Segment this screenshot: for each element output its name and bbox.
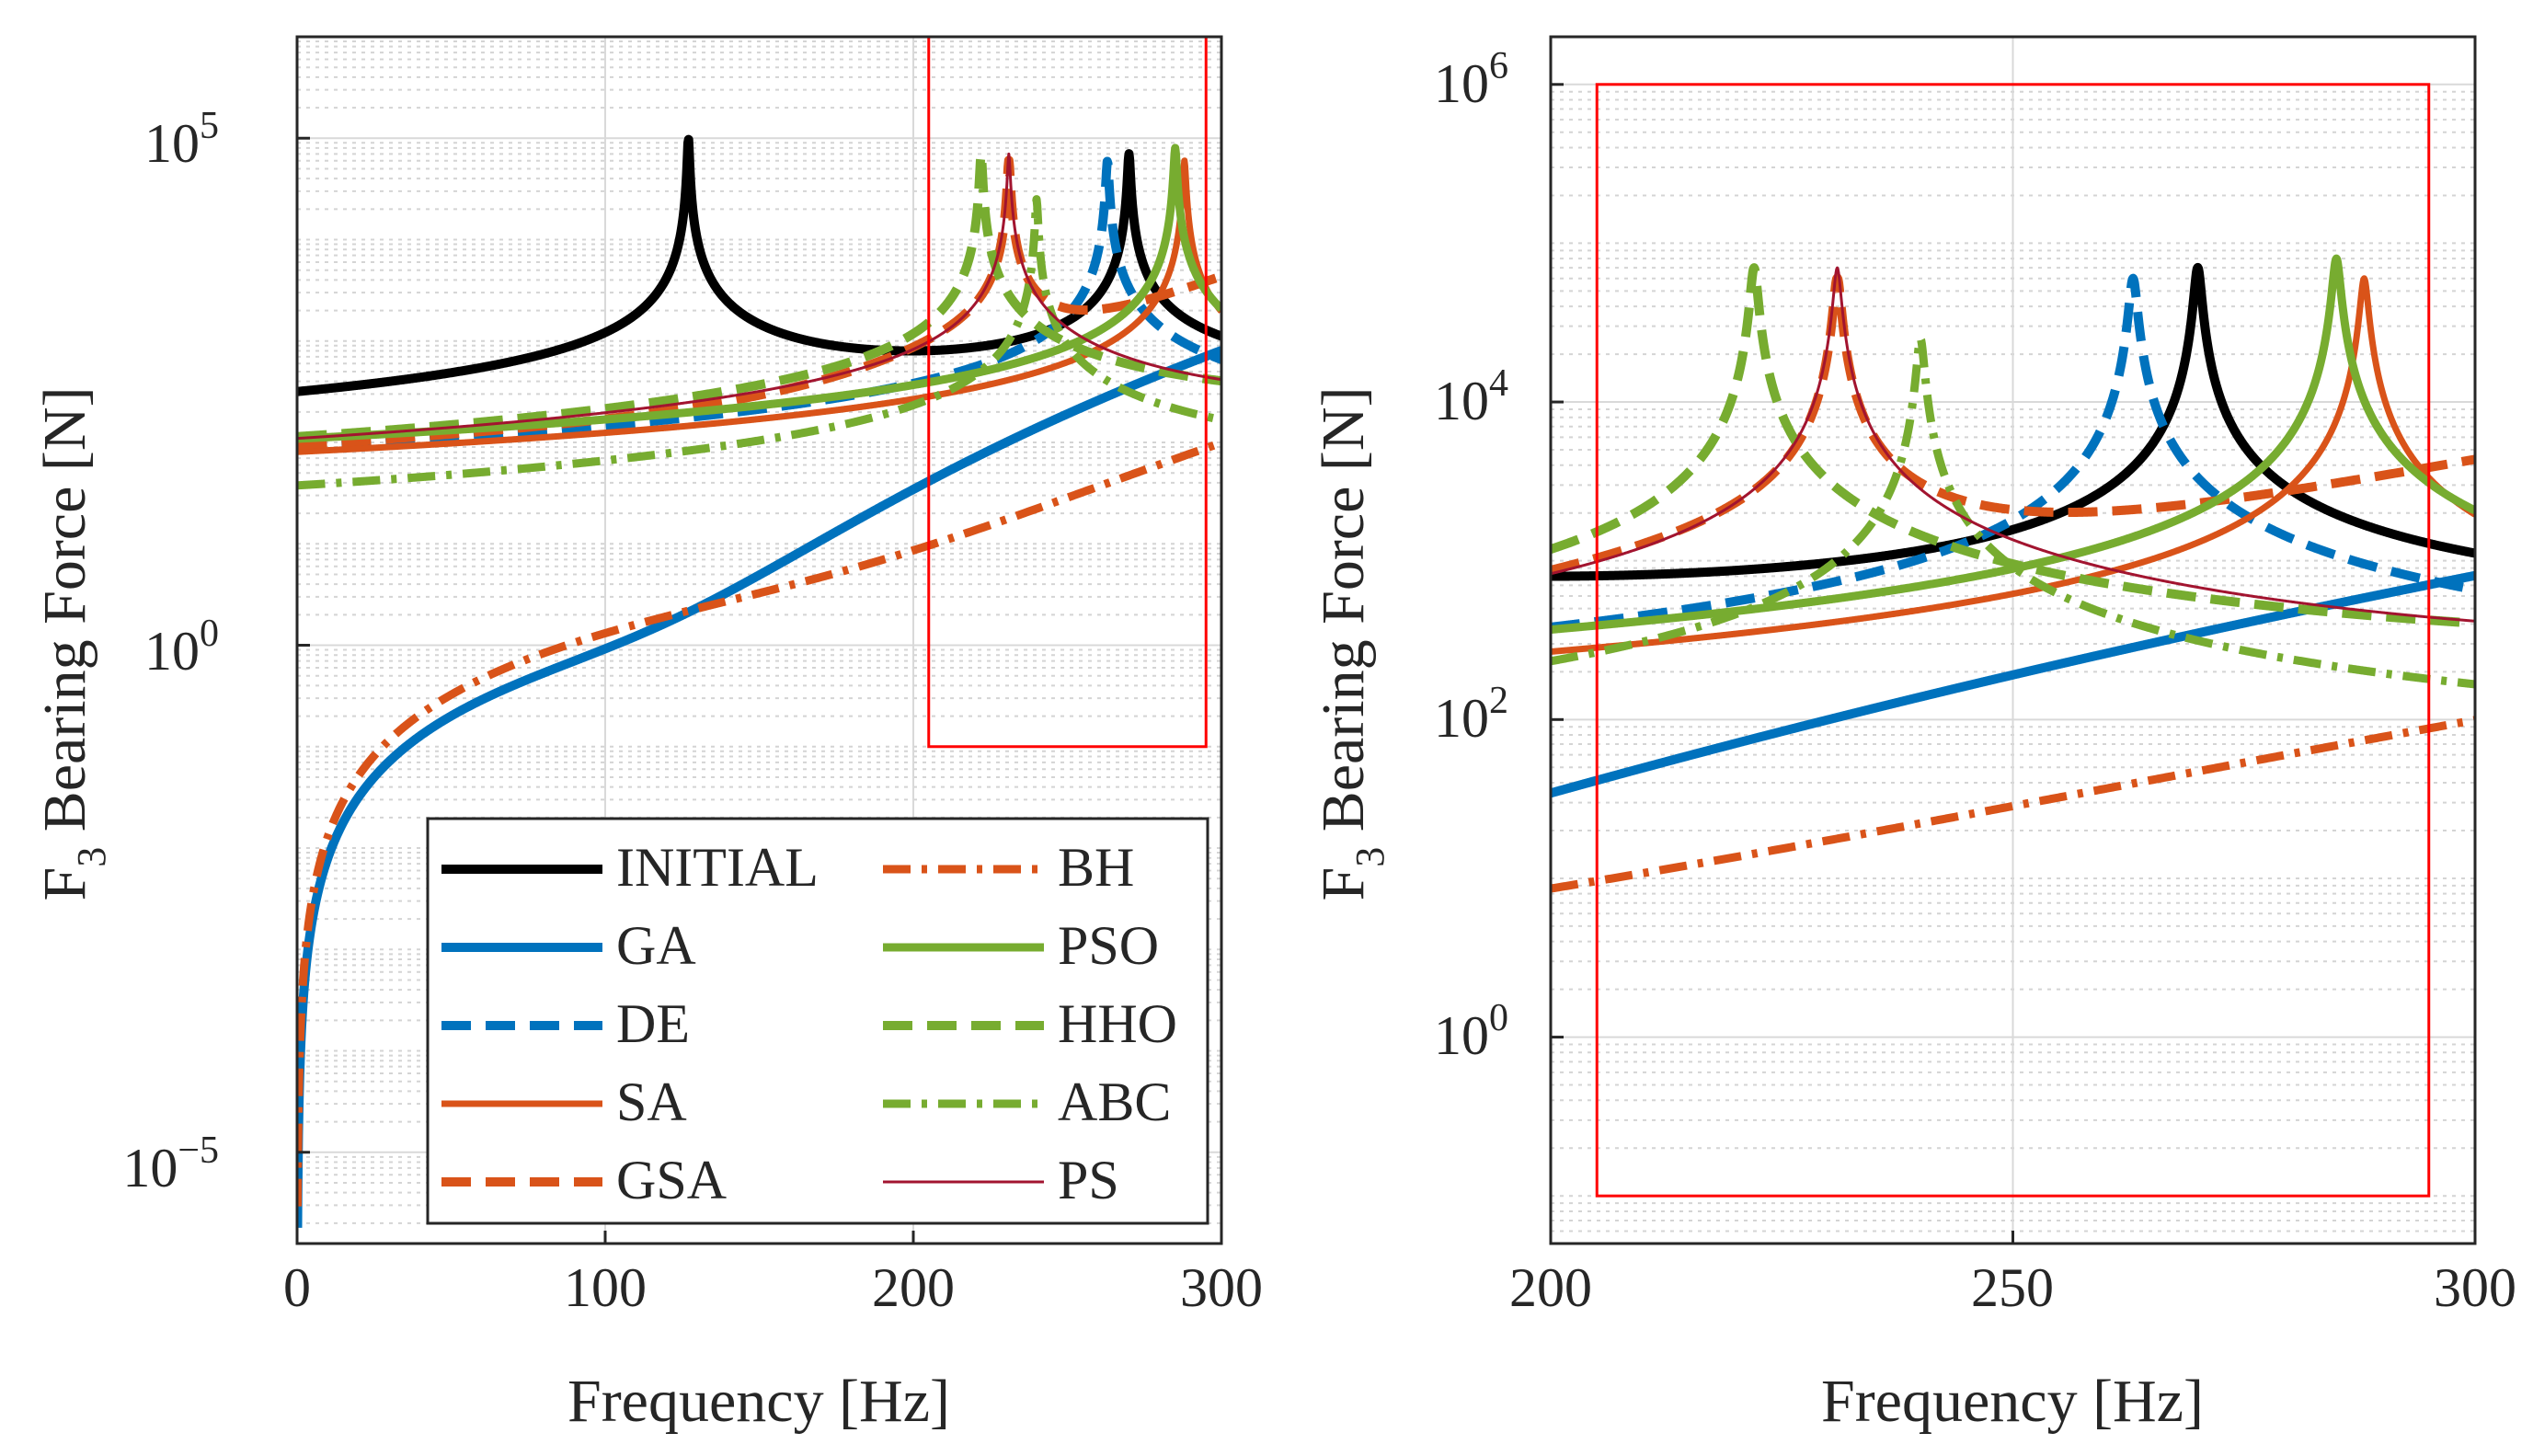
left-x-tick-label: 200 [872,1257,955,1318]
legend-label-gsa: GSA [616,1150,727,1210]
legend: INITIAL GA DE SA GSA BH PSO HHO ABC PS [428,819,1208,1223]
legend-label-abc: ABC [1058,1072,1171,1132]
left-x-tick-label: 100 [564,1257,647,1318]
figure: 0 100 200 300 10−5 100 105 Frequency [Hz… [0,0,2533,1456]
right-y-tick-label: 102 [1434,680,1508,749]
right-y-tick-label: 100 [1434,997,1508,1066]
right-y-axis-label: F3 Bearing Force [N] [1310,386,1393,900]
right-y-tick-labels: 100 102 104 106 [1434,45,1508,1066]
left-y-tick-label: 100 [144,613,219,682]
legend-label-de: DE [616,993,690,1054]
left-chart: 0 100 200 300 10−5 100 105 Frequency [Hz… [31,37,1263,1435]
legend-label-sa: SA [616,1072,687,1132]
legend-label-ga: GA [616,915,696,976]
left-y-axis-label: F3 Bearing Force [N] [31,386,114,900]
right-chart: 200 250 300 100 102 104 106 Frequency [H… [1310,37,2516,1435]
legend-label-pso: PSO [1058,915,1159,976]
right-x-tick-label: 300 [2434,1257,2516,1318]
left-x-tick-label: 300 [1180,1257,1263,1318]
left-x-tick-label: 0 [283,1257,311,1318]
right-x-tick-labels: 200 250 300 [1509,1257,2516,1318]
right-x-tick-label: 250 [1971,1257,2054,1318]
legend-label-initial: INITIAL [616,837,819,898]
left-y-tick-labels: 10−5 100 105 [122,105,219,1198]
right-y-tick-label: 104 [1434,362,1508,431]
left-x-axis-label: Frequency [Hz] [567,1368,950,1435]
legend-label-hho: HHO [1058,993,1177,1054]
legend-label-bh: BH [1058,837,1134,898]
left-x-tick-labels: 0 100 200 300 [283,1257,1263,1318]
legend-label-ps: PS [1058,1150,1119,1210]
left-y-tick-label: 10−5 [122,1129,219,1198]
right-x-tick-label: 200 [1509,1257,1592,1318]
right-x-axis-label: Frequency [Hz] [1821,1368,2204,1435]
right-y-tick-label: 106 [1434,45,1508,114]
left-y-tick-label: 105 [144,105,219,174]
